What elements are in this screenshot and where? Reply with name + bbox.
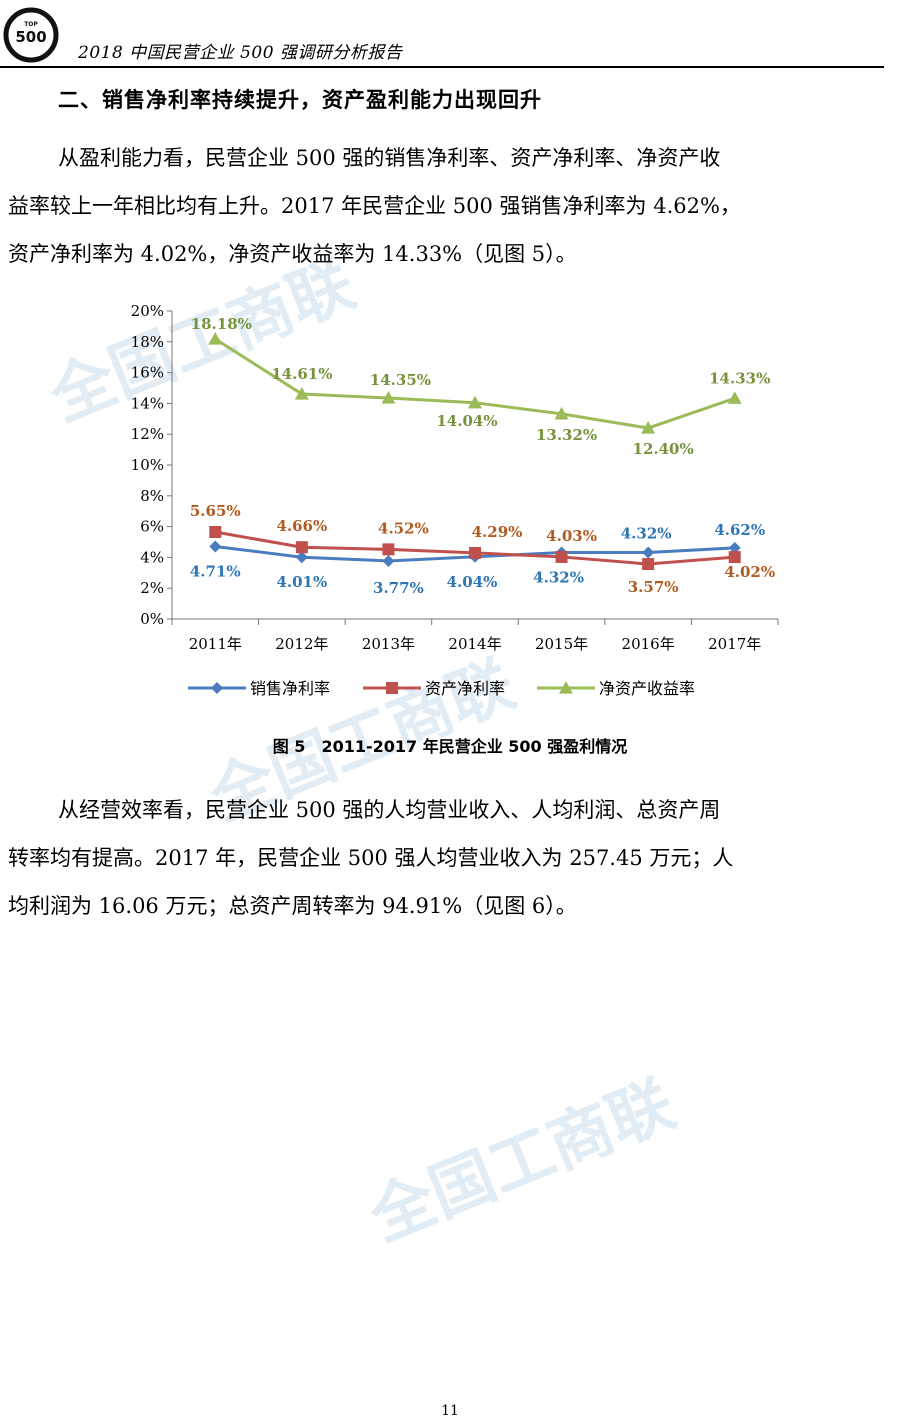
x-tick-label: 2015年 — [535, 635, 588, 653]
data-label: 4.66% — [276, 517, 327, 535]
legend-label: 销售净利率 — [250, 679, 330, 698]
paragraph-line: 资产净利率为 4.02%，净资产收益率为 14.33%（见图 5）。 — [8, 242, 577, 266]
paragraph-line: 转率均有提高。2017 年，民营企业 500 强人均营业收入为 257.45 万… — [8, 846, 734, 870]
data-point — [728, 541, 741, 554]
paragraph-line: 益率较上一年相比均有上升。2017 年民营企业 500 强销售净利率为 4.62… — [8, 194, 741, 218]
legend-marker — [386, 682, 398, 694]
data-label: 13.32% — [536, 426, 597, 444]
data-point — [209, 525, 222, 538]
y-tick-label: 4% — [140, 548, 164, 566]
header-divider — [0, 66, 884, 68]
data-label: 14.04% — [436, 412, 497, 430]
data-point — [727, 391, 742, 404]
body-paragraph: 从经营效率看，民营企业 500 强的人均营业收入、人均利润、总资产周 转率均有提… — [8, 786, 880, 930]
x-tick-label: 2016年 — [622, 635, 675, 653]
logo-top-text: TOP — [24, 21, 38, 28]
data-point — [382, 554, 395, 567]
data-point — [728, 551, 741, 564]
y-tick-label: 8% — [140, 487, 164, 505]
data-label: 3.57% — [628, 578, 679, 596]
legend-marker — [559, 681, 573, 694]
body-paragraph: 从盈利能力看，民营企业 500 强的销售净利率、资产净利率、净资产收 益率较上一… — [8, 134, 880, 278]
data-label: 18.18% — [191, 315, 252, 333]
y-tick-label: 12% — [131, 425, 164, 443]
data-label: 4.52% — [378, 519, 429, 537]
data-point — [208, 332, 223, 345]
data-label: 12.40% — [633, 440, 694, 458]
y-tick-label: 6% — [140, 518, 164, 536]
header-title: 2018 中国民营企业 500 强调研分析报告 — [78, 43, 403, 63]
legend-marker — [211, 682, 223, 694]
data-point — [295, 541, 308, 554]
data-point — [642, 546, 655, 559]
logo-number: 500 — [15, 28, 46, 46]
y-tick-label: 2% — [140, 579, 164, 597]
page-number: 11 — [441, 1403, 459, 1419]
data-point — [294, 387, 309, 400]
watermark: 全国工商联 — [360, 1067, 685, 1256]
data-label: 4.71% — [190, 562, 241, 580]
data-point — [295, 551, 308, 564]
legend-label: 净资产收益率 — [599, 679, 695, 698]
x-tick-label: 2011年 — [189, 635, 242, 653]
data-label: 14.35% — [370, 371, 431, 389]
x-tick-label: 2012年 — [275, 635, 328, 653]
x-tick-label: 2017年 — [708, 635, 761, 653]
x-tick-label: 2013年 — [362, 635, 415, 653]
data-label: 14.61% — [271, 365, 332, 383]
chart-canvas: 0% 2% 4% 6% 8% 10% 12% 14% 16% 18% 20% 2011年 2012年 20… — [131, 302, 779, 698]
top500-logo: TOP 500 — [3, 7, 59, 63]
y-tick-label: 18% — [131, 333, 164, 351]
data-point — [555, 550, 568, 563]
data-label: 5.65% — [190, 502, 241, 520]
legend-label: 资产净利率 — [425, 679, 505, 698]
data-label: 4.32% — [621, 524, 672, 542]
data-point — [642, 558, 655, 571]
data-label: 4.02% — [724, 563, 775, 581]
y-tick-label: 14% — [131, 394, 164, 412]
section-heading: 二、销售净利率持续提升，资产盈利能力出现回升 — [58, 88, 542, 112]
data-label: 4.01% — [276, 573, 327, 591]
x-tick-label: 2014年 — [448, 635, 501, 653]
paragraph-line: 均利润为 16.06 万元；总资产周转率为 94.91%（见图 6）。 — [8, 894, 577, 918]
data-label: 3.77% — [373, 579, 424, 597]
figure-caption: 图 5 2011-2017 年民营企业 500 强盈利情况 — [272, 737, 628, 756]
data-label: 4.62% — [714, 521, 765, 539]
data-label: 4.04% — [447, 573, 498, 591]
data-label: 4.32% — [533, 568, 584, 586]
data-point — [554, 406, 569, 420]
y-tick-label: 16% — [131, 364, 164, 382]
data-point — [381, 391, 396, 404]
paragraph-line: 从经营效率看，民营企业 500 强的人均营业收入、人均利润、总资产周 — [58, 798, 721, 822]
data-label: 14.33% — [709, 369, 770, 387]
y-tick-label: 20% — [131, 302, 164, 320]
data-point — [468, 395, 482, 409]
data-point — [641, 421, 656, 434]
data-point — [382, 543, 395, 556]
page-header: TOP 500 2018 中国民营企业 500 强调研分析报告 — [0, 0, 900, 72]
data-label: 4.29% — [472, 523, 523, 541]
profitability-line-chart: 0% 2% 4% 6% 8% 10% 12% 14% 16% 18% 20% 2011年 2012年 20… — [100, 296, 800, 706]
y-tick-label: 10% — [131, 456, 164, 474]
data-label: 4.03% — [546, 527, 597, 545]
data-point — [209, 540, 222, 553]
y-tick-label: 0% — [140, 610, 164, 628]
data-point — [469, 546, 481, 559]
paragraph-line: 从盈利能力看，民营企业 500 强的销售净利率、资产净利率、净资产收 — [58, 146, 721, 170]
